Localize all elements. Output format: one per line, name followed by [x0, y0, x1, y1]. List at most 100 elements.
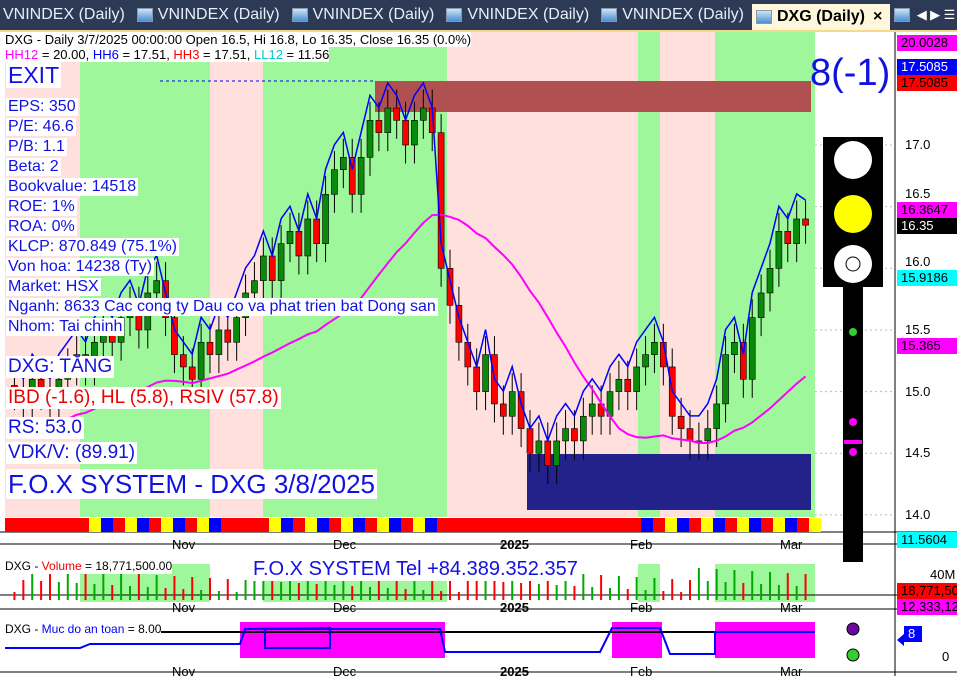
signal-strip-cell — [461, 518, 473, 532]
signal-strip-cell — [101, 518, 113, 532]
fundamental-item: Bookvalue: 14518 — [6, 178, 139, 196]
signal-strip-cell — [353, 518, 365, 532]
fundamental-item: KLCP: 870.849 (75.1%) — [6, 238, 179, 256]
trend-band — [210, 32, 263, 517]
signal-strip-cell — [581, 518, 593, 532]
signal-strip-cell — [197, 518, 209, 532]
month-label: Mar — [780, 600, 803, 615]
trend-label: DXG: TĂNG — [6, 356, 115, 378]
month-label: 2025 — [500, 664, 529, 679]
tab-3[interactable]: VNINDEX (Daily) — [442, 0, 597, 30]
candle-body — [553, 440, 560, 466]
candle-body — [731, 341, 738, 355]
signal-strip-cell — [737, 518, 749, 532]
fundamental-item: P/B: 1.1 — [6, 138, 67, 156]
chart-icon — [446, 8, 463, 22]
candle-body — [713, 403, 720, 429]
candle-body — [348, 157, 356, 195]
candle-body — [375, 120, 383, 133]
month-label: Dec — [333, 664, 357, 679]
tab-label: VNINDEX (Daily) — [3, 6, 125, 23]
signal-strip-cell — [545, 518, 557, 532]
signal-strip-cell — [233, 518, 245, 532]
candle-body — [633, 366, 640, 392]
candle-body — [642, 354, 649, 368]
month-label: Mar — [780, 537, 803, 552]
volume-avg-label: 12,333,12 — [897, 599, 957, 615]
candle-body — [322, 194, 329, 244]
candle-body — [562, 428, 569, 442]
chart-tabs: VNINDEX (Daily) VNINDEX (Daily) VNINDEX (D… — [0, 0, 957, 30]
candle-body — [535, 440, 543, 454]
month-label: 2025 — [500, 537, 529, 552]
signal-value: 8(-1) — [810, 52, 891, 94]
signal-strip-cell — [161, 518, 173, 532]
signal-strip-cell — [533, 518, 545, 532]
signal-strip-cell — [773, 518, 785, 532]
signal-strip-cell — [377, 518, 389, 532]
trend-band — [638, 32, 660, 517]
signal-strip-cell — [209, 518, 221, 532]
signal-strip-cell — [113, 518, 125, 532]
candle-body — [784, 231, 792, 244]
trend-band — [263, 32, 447, 517]
price-tick: 15.5 — [905, 321, 931, 337]
signal-strip-cell — [749, 518, 761, 532]
magenta-dot — [849, 448, 857, 456]
candle-body — [722, 354, 729, 405]
tab-0[interactable]: VNINDEX (Daily) — [0, 0, 133, 30]
candle-body — [544, 440, 552, 466]
purple-dot — [846, 622, 860, 636]
magenta-bar — [844, 440, 862, 444]
tab-1[interactable]: VNINDEX (Daily) — [133, 0, 288, 30]
fundamental-item: Von hoa: 14238 (Ty) — [6, 258, 155, 276]
ibd-label: IBD (-1.6), HL (5.8), RSIV (57.8) — [6, 387, 281, 409]
volume-band — [660, 564, 715, 602]
tab-2[interactable]: VNINDEX (Daily) — [288, 0, 443, 30]
signal-strip-cell — [53, 518, 65, 532]
candle-body — [446, 268, 454, 306]
green-dot — [846, 648, 860, 662]
signal-strip-cell — [245, 518, 257, 532]
candle-body — [766, 268, 774, 294]
volume-legend: DXG - Volume = 18,771,500.00 — [5, 559, 173, 574]
chart-icon — [601, 8, 618, 22]
chart-area[interactable]: DXG - Daily 3/7/2025 00:00:00 Open 16.5,… — [0, 30, 957, 679]
volume-tick: 40M — [930, 567, 956, 582]
tab-scroll-right-icon[interactable]: ▶ — [930, 7, 941, 22]
signal-strip-cell — [293, 518, 305, 532]
candle-body — [206, 341, 214, 355]
candle-body — [286, 231, 294, 244]
signal-strip-cell — [521, 518, 533, 532]
price-tick: 15.0 — [905, 383, 931, 399]
price-label: 11.5604 — [897, 532, 957, 548]
volume-last-label: 18,771,50 — [897, 583, 957, 599]
fundamental-item: Nhom: Tai chinh — [6, 318, 125, 336]
safety-tick: 0 — [942, 649, 950, 664]
candle-body — [393, 107, 400, 121]
chart-icon — [755, 10, 772, 24]
safety-line — [5, 626, 815, 655]
light-top — [834, 141, 872, 179]
candle-body — [588, 403, 596, 417]
candle-body — [277, 243, 285, 281]
light-marker — [845, 256, 861, 272]
signal-strip-cell — [413, 518, 425, 532]
signal-strip-cell — [89, 518, 101, 532]
candle-body — [757, 292, 765, 318]
price-tick: 14.0 — [905, 506, 931, 522]
signal-strip-cell — [569, 518, 581, 532]
candle-body — [526, 428, 534, 454]
fundamental-item: Nganh: 8633 Cac cong ty Dau co va phat t… — [6, 298, 438, 316]
signal-strip-cell — [629, 518, 641, 532]
candle-body — [571, 428, 578, 442]
signal-strip-cell — [557, 518, 569, 532]
candle-body — [313, 218, 320, 244]
close-icon[interactable]: × — [873, 8, 883, 25]
price-label: 17.5085 — [897, 75, 957, 91]
tab-5[interactable]: DXG (Daily) × — [751, 4, 891, 30]
tab-4[interactable]: VNINDEX (Daily) — [597, 0, 752, 30]
safety-legend: DXG - Muc do an toan = 8.00 — [5, 622, 162, 637]
tab-scroll-left-icon[interactable]: ◀ — [916, 7, 927, 22]
tab-menu-icon[interactable]: ☰ — [943, 7, 956, 22]
